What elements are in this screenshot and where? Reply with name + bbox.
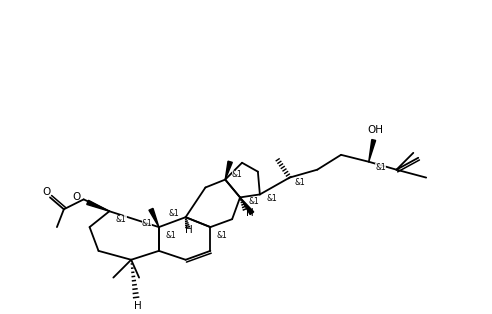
Text: &1: &1 — [294, 178, 305, 187]
Polygon shape — [149, 208, 159, 227]
Text: OH: OH — [368, 125, 384, 135]
Text: &1: &1 — [266, 194, 277, 203]
Polygon shape — [87, 200, 109, 211]
Text: &1: &1 — [232, 170, 243, 179]
Text: &1: &1 — [248, 197, 259, 206]
Text: &1: &1 — [116, 215, 126, 224]
Text: H: H — [184, 225, 192, 235]
Text: &1: &1 — [217, 230, 228, 240]
Text: &1: &1 — [165, 230, 176, 240]
Text: O: O — [72, 192, 81, 203]
Polygon shape — [240, 198, 254, 214]
Text: &1: &1 — [375, 163, 386, 172]
Polygon shape — [225, 161, 232, 180]
Text: H: H — [134, 301, 142, 311]
Text: H: H — [246, 208, 254, 218]
Text: &1: &1 — [142, 219, 153, 228]
Polygon shape — [369, 139, 375, 162]
Text: O: O — [42, 187, 50, 198]
Text: &1: &1 — [168, 209, 179, 218]
